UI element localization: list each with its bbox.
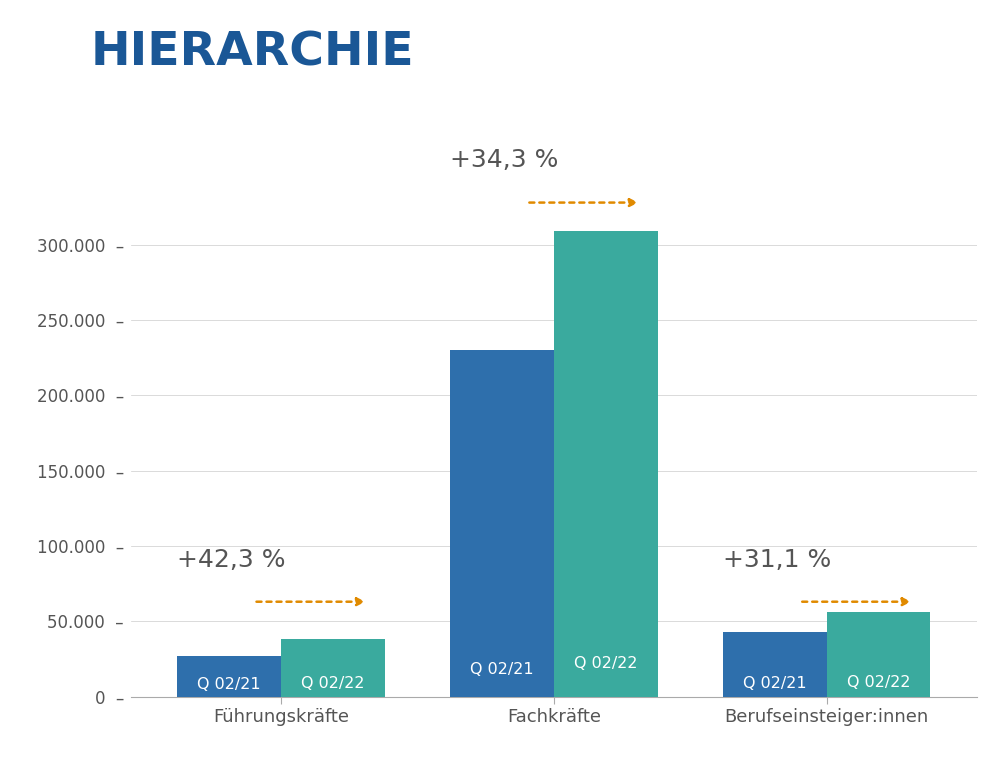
Text: Q 02/21: Q 02/21 [743, 676, 807, 691]
Bar [177, 656, 281, 697]
Text: +42,3 %: +42,3 % [177, 547, 286, 571]
Bar [827, 611, 930, 697]
Text: Q 02/22: Q 02/22 [301, 676, 365, 691]
Text: Q 02/22: Q 02/22 [847, 675, 910, 690]
Text: +34,3 %: +34,3 % [450, 149, 559, 173]
Bar [450, 350, 554, 697]
Text: Q 02/22: Q 02/22 [574, 656, 637, 671]
Bar [554, 231, 658, 697]
Text: +31,1 %: +31,1 % [723, 547, 831, 571]
Text: HIERARCHIE: HIERARCHIE [91, 31, 414, 76]
Bar [281, 639, 385, 697]
Bar [723, 632, 827, 697]
Text: Q 02/21: Q 02/21 [470, 662, 534, 677]
Text: Q 02/21: Q 02/21 [197, 677, 261, 692]
